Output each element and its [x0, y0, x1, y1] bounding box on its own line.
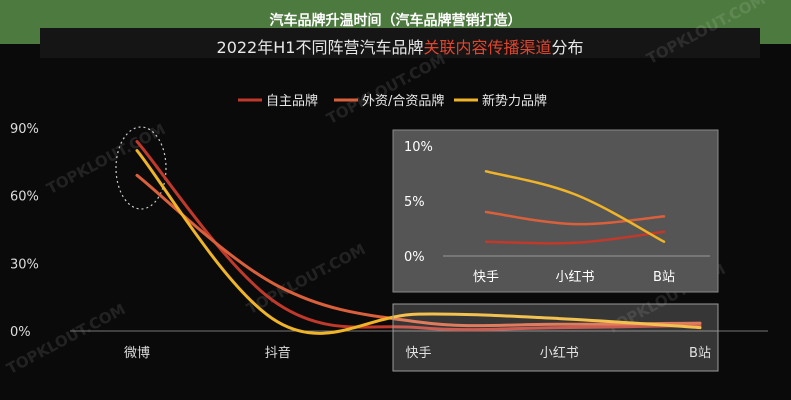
- series-line: [135, 173, 702, 328]
- chart-title-prefix: 2022年H1不同阵营汽车品牌: [216, 38, 424, 57]
- banner-title: 汽车品牌升温时间（汽车品牌营销打造）: [269, 13, 522, 29]
- series-line: [135, 149, 702, 335]
- inset-series-line: [484, 210, 666, 226]
- x-tick-label: 小红书: [540, 345, 579, 361]
- x-tick-label: 快手: [405, 346, 431, 361]
- highlight-circle: [115, 126, 167, 210]
- y-tick-label: 30%: [10, 257, 39, 272]
- inset-x-tick-label: 小红书: [555, 269, 594, 285]
- x-tick-label: 抖音: [265, 345, 291, 361]
- y-tick-label: 0%: [10, 325, 31, 340]
- chart-title-suffix: 分布: [551, 38, 584, 57]
- inset-panel: [392, 129, 719, 293]
- y-tick-label: 90%: [10, 122, 39, 137]
- inset-y-tick-label: 0%: [404, 250, 425, 265]
- x-tick-label: B站: [689, 346, 711, 361]
- inset-x-tick-label: 快手: [473, 270, 499, 285]
- zoom-region-box: [392, 303, 719, 372]
- chart-title: 2022年H1不同阵营汽车品牌关联内容传播渠道分布: [40, 34, 760, 58]
- x-tick-label: 微博: [124, 346, 150, 361]
- legend-label: 外资/合资品牌: [362, 93, 444, 109]
- legend-label: 自主品牌: [266, 93, 318, 109]
- chart-title-bar: 2022年H1不同阵营汽车品牌关联内容传播渠道分布: [40, 28, 760, 58]
- inset-y-tick-label: 5%: [404, 195, 425, 210]
- inset-series-line: [484, 230, 666, 245]
- chart-title-highlight: 关联内容传播渠道: [423, 38, 552, 57]
- legend-label: 新势力品牌: [482, 93, 547, 109]
- inset-x-tick-label: B站: [653, 270, 675, 285]
- inset-series-line: [484, 170, 666, 243]
- y-tick-label: 60%: [10, 190, 39, 205]
- inset-y-tick-label: 10%: [404, 140, 433, 155]
